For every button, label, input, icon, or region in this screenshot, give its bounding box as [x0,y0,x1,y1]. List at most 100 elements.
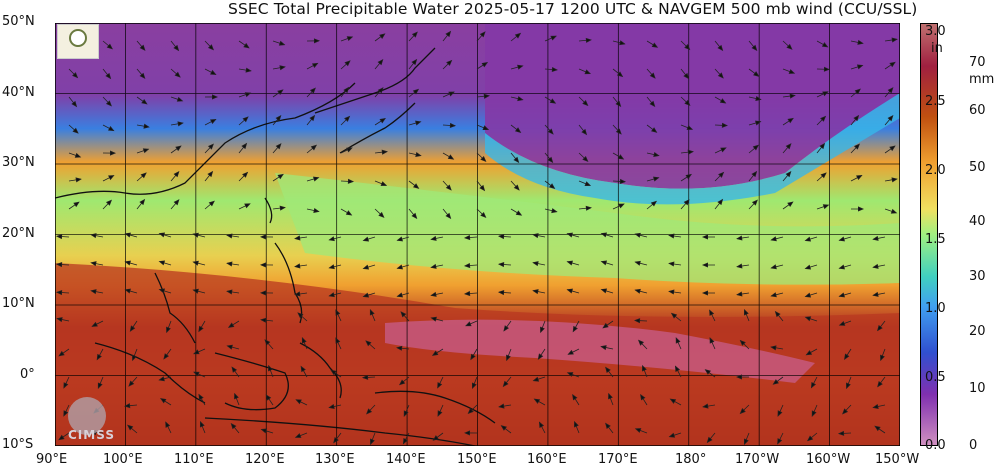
lon-label: 120°E [245,452,285,467]
wind-arrow-head [158,376,165,382]
wind-arrow-head [517,96,524,102]
wind-arrow-head [378,211,385,218]
wind-arrow-head [685,173,692,180]
wind-arrow-head [411,31,418,38]
wind-arrow-head [437,382,443,389]
in-tick: 1.5 [925,232,946,247]
wind-arrow-head [653,152,660,158]
wind-arrow-head [415,120,422,126]
wind-arrow-head [163,353,169,360]
cimss-logo-text: CIMSS [68,428,115,442]
wind-arrow-head [533,398,541,404]
mm-tick: 70 [969,55,986,70]
dry-air-region [485,23,900,189]
wind-arrow-head [642,364,647,372]
wind-arrow-head [90,233,97,239]
wind-arrow-head [751,199,758,206]
wind-arrow-head [686,125,694,130]
wind-arrow-head [279,205,286,211]
wind-arrow-head [804,236,812,242]
wind-arrow-head [752,144,759,151]
mm-tick: 0 [969,438,978,453]
wind-arrow-head [467,408,474,415]
wind-arrow-head [139,44,146,51]
wind-arrow-head [396,345,403,351]
wind-arrow-head [90,261,97,267]
wind-arrow-head [605,422,611,429]
wind-arrow-head [709,309,715,316]
wind-arrow-head [668,261,675,267]
wind-arrow-head [540,326,545,334]
wind-arrow-head [838,321,846,326]
wind-arrow-head [633,318,641,324]
wind-arrow-head [471,382,477,390]
wind-arrow-head [701,290,709,296]
wind-arrow-head [173,44,180,52]
wind-arrow-head [174,71,181,78]
wind-arrow-head [806,435,814,442]
wind-arrow-head [344,115,351,122]
wind-arrow-head [872,263,879,269]
wind-arrow-head [335,337,341,344]
wind-arrow-head [887,87,894,94]
wind-arrow-head [413,183,420,189]
wind-arrow-head [720,147,727,153]
wind-arrow-head [889,145,896,152]
wind-arrow-head [141,98,148,105]
wind-arrow-head [72,72,79,79]
wind-arrow-head [736,235,743,241]
cimss-logo: CIMSS [58,395,130,443]
wind-arrow-head [333,437,339,444]
wind-arrow-head [674,365,681,372]
wind-arrow-head [259,262,267,268]
wind-arrow-head [770,236,777,242]
wind-arrow-head [480,212,487,219]
wind-arrow-head [260,317,267,323]
wind-arrow-head [483,93,490,99]
wind-arrow-head [549,98,557,104]
wind-arrow-head [788,69,796,74]
wind-arrow-head [445,184,452,191]
wind-arrow-head [437,410,443,417]
wind-arrow-head [770,345,777,351]
wind-arrow-head [198,393,204,401]
wind-arrow-head [56,317,63,323]
wind-arrow-head [241,142,248,150]
in-tick: 2.5 [925,94,946,109]
wind-arrow-head [842,408,849,415]
wind-arrow-head [226,344,233,350]
wind-arrow-head [810,381,816,389]
wind-arrow-head [837,430,845,436]
wind-arrow-head [844,353,850,361]
wind-arrow-head [600,288,608,294]
wind-arrow-head [619,40,626,46]
wind-arrow-head [567,349,574,355]
wind-arrow-head [73,201,80,208]
wind-arrow-head [396,264,403,270]
wind-arrow-head [581,128,588,136]
wind-arrow-head [176,96,184,102]
wind-arrow-head [616,71,624,78]
wind-arrow-head [619,178,627,184]
wind-arrow-head [55,290,63,296]
wind-arrow-head [244,203,251,209]
in-tick: 0.0 [925,438,946,453]
wind-arrow-head [58,350,65,357]
wind-arrow-head [297,312,304,319]
colorbar [920,23,938,446]
lat-label: 10°S [2,437,34,452]
wind-arrow-head [777,410,783,417]
wind-arrow-head [482,125,490,131]
wind-arrow-head [634,288,641,294]
wind-arrow-head [889,61,896,68]
wind-arrow-head [445,212,452,220]
wind-arrow-head [193,371,200,377]
wind-arrow-head [346,147,353,153]
wind-arrow-head [615,128,622,135]
wind-arrow-head [751,44,758,52]
wind-arrow-head [166,326,171,334]
wind-arrow-head [874,425,881,432]
wind-arrow-head [264,339,271,346]
wind-arrow-head [777,438,783,445]
wind-arrow-head [739,408,746,415]
